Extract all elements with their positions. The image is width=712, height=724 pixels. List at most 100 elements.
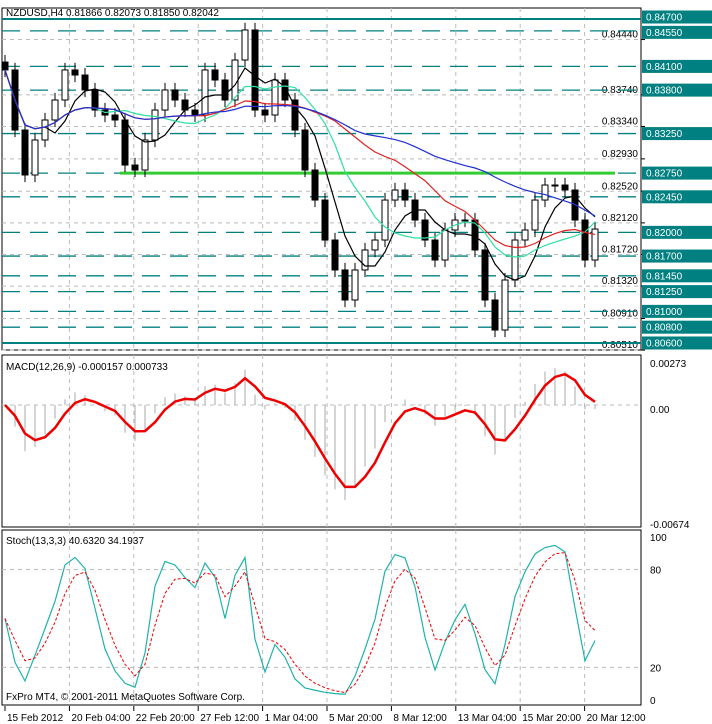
candle-body — [91, 89, 99, 111]
candle-body — [161, 89, 169, 111]
level-badge — [642, 285, 712, 299]
candle-body — [281, 79, 289, 101]
level-badge — [642, 320, 712, 334]
candle-body — [131, 164, 139, 171]
candle-body — [261, 109, 269, 116]
candle-body — [121, 119, 129, 166]
level-badge — [642, 83, 712, 97]
candle-body — [291, 99, 299, 131]
time-label: 1 Mar 04:00 — [265, 713, 319, 724]
candle-body — [331, 239, 339, 271]
candle-body — [311, 169, 319, 201]
level-label: 0.82000 — [646, 228, 683, 239]
level-badge — [642, 269, 712, 283]
level-badge — [642, 225, 712, 239]
candle-body — [351, 269, 359, 301]
time-label: 13 Mar 04:00 — [458, 713, 517, 724]
macd-tick: 0.00 — [650, 405, 670, 416]
level-label: 0.84100 — [646, 62, 683, 73]
candle-body — [151, 109, 159, 141]
price-tick: 0.83340 — [602, 116, 639, 127]
stoch-tick: 100 — [650, 533, 667, 544]
stoch-tick: 80 — [650, 566, 662, 577]
level-label: 0.82750 — [646, 169, 683, 180]
copyright-text: FxPro MT4, © 2001-2011 MetaQuotes Softwa… — [6, 692, 245, 703]
level-badge — [642, 127, 712, 141]
candle-body — [461, 219, 469, 222]
candle-body — [491, 299, 499, 331]
time-label: 8 Mar 12:00 — [393, 713, 447, 724]
candle-body — [211, 69, 219, 81]
level-badge — [642, 166, 712, 180]
candle-body — [361, 249, 369, 271]
candle-body — [511, 239, 519, 281]
candle-body — [521, 229, 529, 241]
stoch-label: Stoch(13,3,3) 40.6320 34.1937 — [6, 536, 144, 547]
candle-body — [381, 199, 389, 241]
stoch-signal-line — [4, 552, 596, 694]
level-label: 0.81450 — [646, 271, 683, 282]
macd-label: MACD(12,26,9) -0.000157 0.000733 — [6, 362, 168, 373]
candle-body — [171, 89, 179, 101]
candle-body — [191, 109, 199, 116]
candle-body — [561, 184, 569, 191]
level-label: 0.83800 — [646, 86, 683, 97]
level-badge — [642, 190, 712, 204]
ohlc-readout: 0.81866 0.82073 0.81850 0.82042 — [66, 8, 219, 19]
stoch-main-line — [4, 544, 596, 695]
price-tick: 0.82120 — [602, 213, 639, 224]
candle-body — [271, 79, 279, 116]
candle-body — [441, 229, 449, 261]
level-label: 0.84700 — [646, 13, 683, 24]
candle-body — [401, 189, 409, 201]
candle-body — [541, 184, 549, 201]
candle-body — [71, 69, 79, 76]
time-label: 15 Feb 2012 — [7, 713, 64, 724]
candle-body — [421, 219, 429, 241]
level-badge — [642, 249, 712, 263]
candle-body — [581, 219, 589, 261]
macd-tick: 0.00273 — [650, 359, 687, 370]
candle-body — [371, 239, 379, 251]
candle-body — [51, 99, 59, 121]
candle-body — [1, 61, 9, 71]
stoch-panel — [1, 529, 642, 706]
candle-body — [301, 129, 309, 171]
level-badge — [642, 25, 712, 39]
main-panel — [1, 7, 642, 351]
chart-title: NZDUSD,H4 — [6, 8, 64, 19]
moving-average-line — [4, 69, 596, 258]
candle-body — [251, 29, 259, 111]
macd-panel — [1, 354, 642, 528]
candle-body — [81, 74, 89, 91]
candle-body — [391, 189, 399, 201]
candle-body — [431, 239, 439, 261]
moving-average-line — [4, 69, 596, 217]
macd-signal-line — [4, 372, 596, 489]
stoch-tick: 0 — [650, 696, 656, 707]
candle-body — [141, 139, 149, 171]
time-label: 22 Feb 20:00 — [136, 713, 195, 724]
candle-body — [501, 279, 509, 331]
price-tick: 0.82520 — [602, 181, 639, 192]
level-label: 0.81000 — [646, 307, 683, 318]
candle-body — [61, 69, 69, 101]
time-label: 20 Feb 04:00 — [71, 713, 130, 724]
level-label: 0.81700 — [646, 252, 683, 263]
time-label: 27 Feb 12:00 — [200, 713, 259, 724]
level-badge — [642, 336, 712, 350]
candle-body — [341, 269, 349, 301]
candle-body — [551, 184, 559, 187]
price-tick: 0.81720 — [602, 244, 639, 255]
candle-body — [241, 29, 249, 61]
level-label: 0.83250 — [646, 129, 683, 140]
stoch-tick: 20 — [650, 663, 662, 674]
price-tick: 0.81320 — [602, 276, 639, 287]
price-tick: 0.80510 — [602, 340, 639, 351]
level-label: 0.80800 — [646, 323, 683, 334]
time-label: 15 Mar 20:00 — [522, 713, 581, 724]
price-tick: 0.82930 — [602, 149, 639, 160]
candle-body — [321, 199, 329, 241]
candle-body — [481, 249, 489, 301]
